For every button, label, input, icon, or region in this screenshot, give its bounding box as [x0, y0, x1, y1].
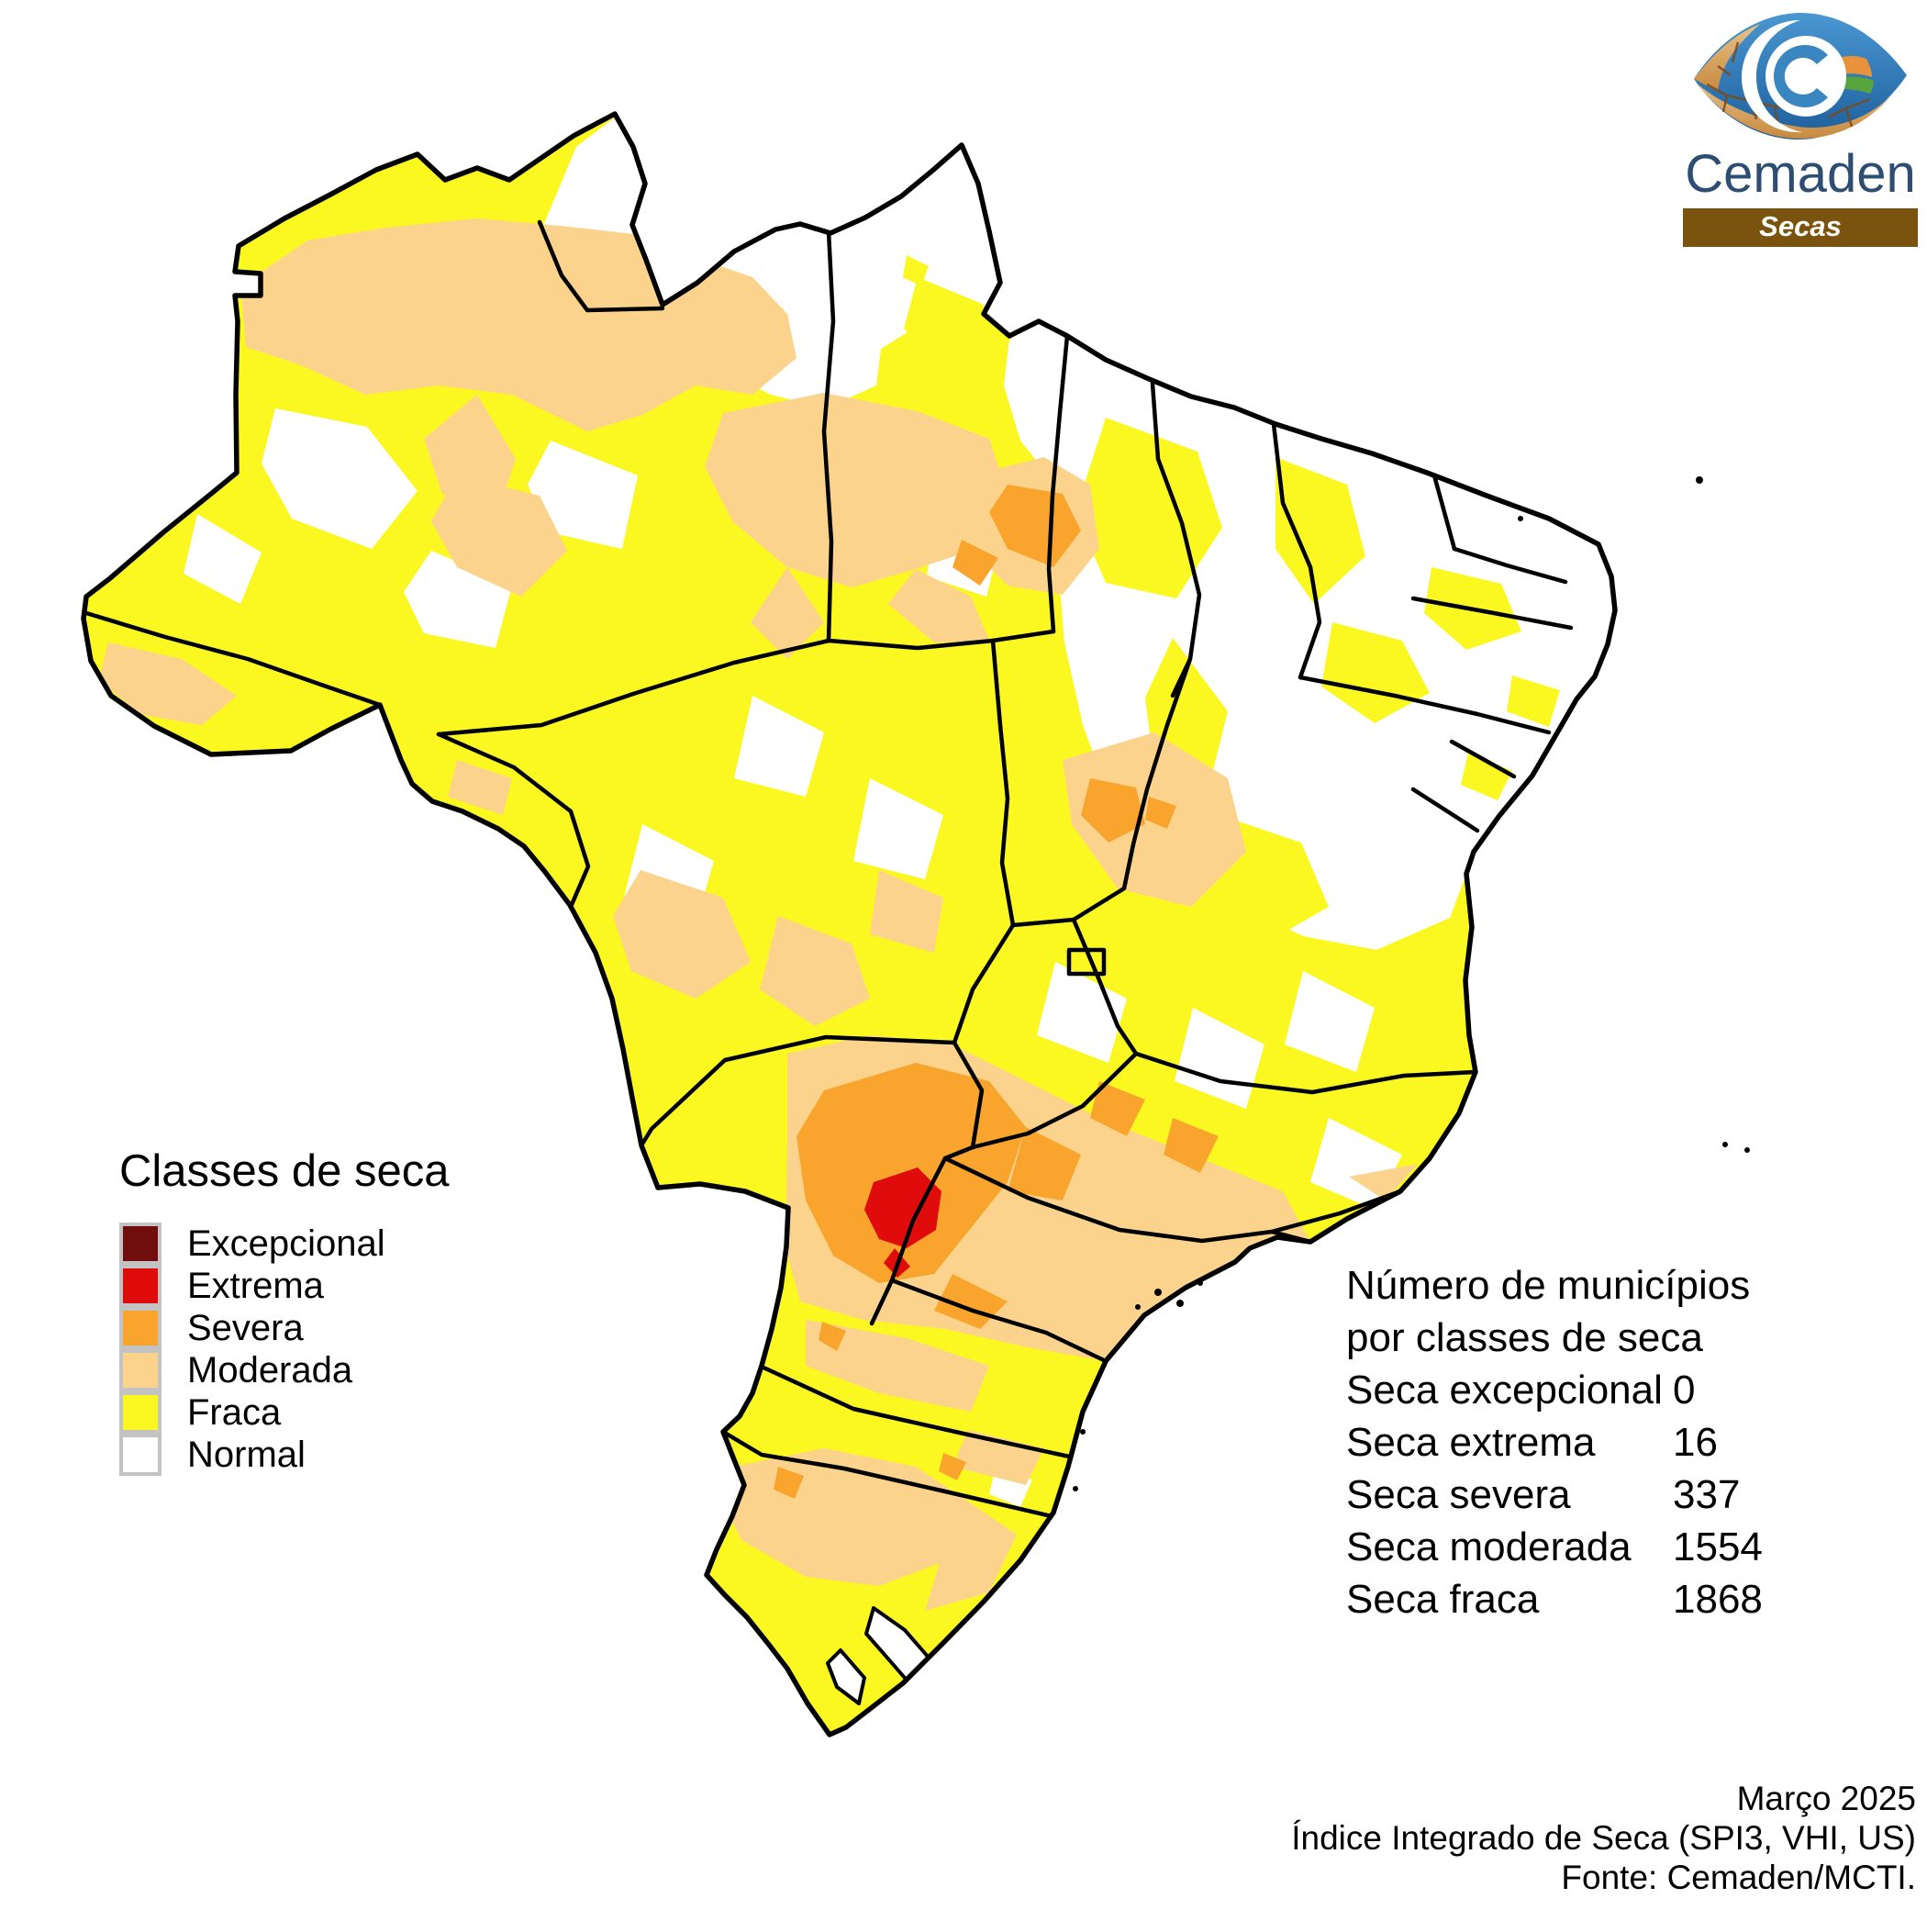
- stats-value: 337: [1673, 1472, 1741, 1517]
- swatch-fraca-icon: [119, 1391, 162, 1434]
- stats-label: Seca fraca: [1346, 1577, 1540, 1622]
- map-regions-moderada: [99, 218, 1418, 1611]
- cemaden-logo: Cemaden Secas: [1683, 11, 1918, 247]
- legend-item-fraca: Fraca: [119, 1391, 450, 1434]
- country-outline: [81, 111, 1618, 1737]
- logo-product-text: Secas: [1759, 210, 1842, 242]
- legend-item-excepcional: Excepcional: [119, 1223, 450, 1265]
- legend-title: Classes de seca: [119, 1146, 450, 1196]
- map-legend: Classes de seca Excepcional Extrema Seve…: [119, 1145, 450, 1476]
- footer-source: Fonte: Cemaden/MCTI.: [1561, 1859, 1916, 1896]
- stats-row-extrema: Seca extrema 16: [1346, 1416, 1860, 1469]
- stats-value: 1868: [1673, 1577, 1763, 1622]
- stats-row-moderada: Seca moderada 1554: [1346, 1521, 1860, 1573]
- swatch-severa-icon: [119, 1307, 162, 1349]
- legend-label: Extrema: [187, 1266, 324, 1306]
- map-regions-fraca: [903, 255, 1560, 1019]
- cemaden-eye-icon: [1694, 13, 1907, 140]
- legend-label: Excepcional: [187, 1223, 385, 1264]
- stats-value: 1554: [1673, 1524, 1763, 1569]
- legend-item-moderada: Moderada: [119, 1349, 450, 1391]
- swatch-normal-icon: [119, 1434, 162, 1476]
- stats-title-line1: Número de municípios: [1346, 1263, 1751, 1308]
- swatch-moderada-icon: [119, 1349, 162, 1391]
- legend-label: Severa: [187, 1308, 304, 1348]
- map-footer: Março 2025 Índice Integrado de Seca (SPI…: [1291, 1779, 1916, 1897]
- stats-label: Seca severa: [1346, 1472, 1571, 1517]
- swatch-excepcional-icon: [119, 1223, 162, 1265]
- stats-label: Seca extrema: [1346, 1420, 1596, 1465]
- stats-value: 0: [1673, 1368, 1696, 1413]
- island-dots: [1073, 476, 1750, 1491]
- municipality-stats: Número de municípios por classes de seca…: [1346, 1259, 1860, 1625]
- stats-label: Seca excepcional: [1346, 1368, 1663, 1413]
- legend-label: Moderada: [187, 1350, 353, 1390]
- logo-brand-text: Cemaden: [1685, 144, 1916, 204]
- swatch-extrema-icon: [119, 1265, 162, 1307]
- stats-label: Seca moderada: [1346, 1524, 1632, 1569]
- legend-label: Fraca: [187, 1392, 282, 1433]
- stats-row-excepcional: Seca excepcional 0: [1346, 1364, 1860, 1416]
- legend-label: Normal: [187, 1435, 306, 1475]
- footer-date: Março 2025: [1736, 1780, 1916, 1817]
- stats-row-severa: Seca severa 337: [1346, 1469, 1860, 1521]
- legend-item-extrema: Extrema: [119, 1265, 450, 1307]
- stats-value: 16: [1673, 1420, 1718, 1465]
- footer-index: Índice Integrado de Seca (SPI3, VHI, US): [1291, 1819, 1916, 1857]
- logo-product-box: Secas: [1683, 208, 1918, 247]
- legend-item-normal: Normal: [119, 1434, 450, 1476]
- stats-row-fraca: Seca fraca 1868: [1346, 1573, 1860, 1625]
- legend-item-severa: Severa: [119, 1307, 450, 1349]
- state-borders: [84, 219, 1574, 1519]
- stats-title-line2: por classes de seca: [1346, 1315, 1703, 1360]
